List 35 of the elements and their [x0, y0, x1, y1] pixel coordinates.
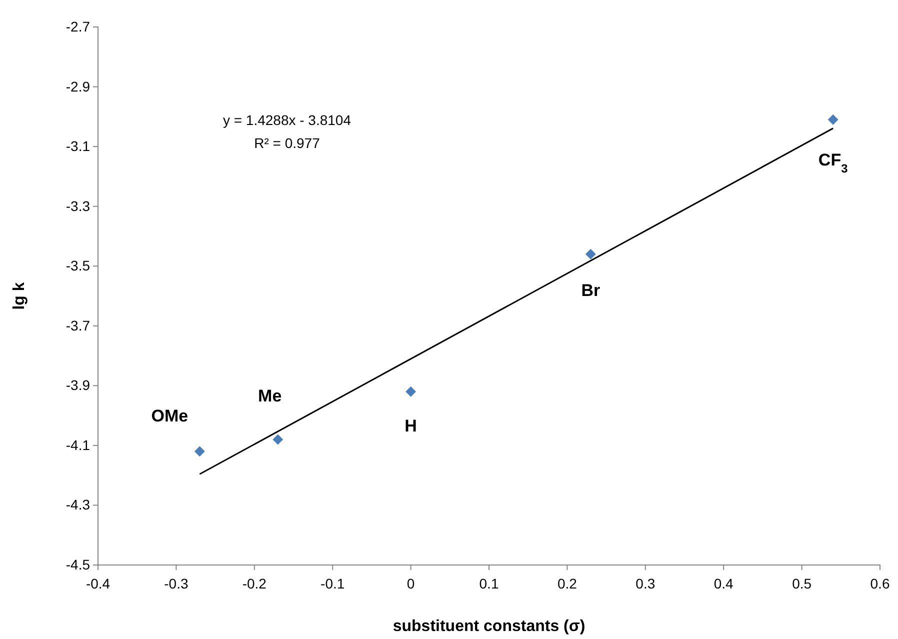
y-tick-label: -3.3: [66, 198, 90, 214]
y-tick-label: -3.5: [66, 258, 90, 274]
y-tick-label: -2.7: [66, 18, 90, 34]
annotation: CF$_{3}$: [818, 150, 848, 176]
y-tick-label: -4.3: [66, 496, 90, 513]
point: [406, 386, 416, 397]
point: [194, 446, 205, 457]
y-tick-label: -3.7: [66, 317, 90, 334]
y-tick-label: -3.1: [66, 138, 90, 154]
annotation: H: [404, 416, 417, 436]
annotation: R² = 0.977: [254, 135, 320, 151]
y-tick-label: -2.9: [66, 78, 90, 94]
x-tick-label: -0.3: [164, 575, 188, 592]
x-tick-label: -0.2: [242, 575, 267, 592]
x-tick-label: 0.2: [557, 575, 578, 592]
x-tick-label: 0.5: [792, 575, 812, 592]
annotation: Me: [258, 386, 282, 406]
annotation: y = 1.4288x - 3.8104: [222, 112, 352, 128]
point: [585, 248, 596, 260]
x-tick-label: 0: [406, 575, 415, 592]
x-axis-title: substituent constants (σ): [392, 618, 586, 635]
y-tick-label: -4.5: [66, 556, 90, 572]
x-tick-label: 0.3: [636, 575, 656, 592]
y-axis-title: lg k: [11, 282, 28, 310]
point: [272, 434, 284, 445]
x-tick-label: -0.4: [86, 575, 110, 592]
x-tick-label: -0.1: [320, 575, 345, 592]
y-tick-label: -4.1: [66, 436, 90, 453]
x-tick-label: 0.4: [714, 575, 734, 592]
y-tick-label: -3.9: [66, 377, 90, 394]
annotation: OMe: [151, 406, 188, 426]
point: [828, 114, 838, 125]
x-tick-label: 0.6: [870, 575, 890, 592]
x-tick-label: 0.1: [479, 575, 499, 592]
annotation: Br: [581, 281, 600, 300]
